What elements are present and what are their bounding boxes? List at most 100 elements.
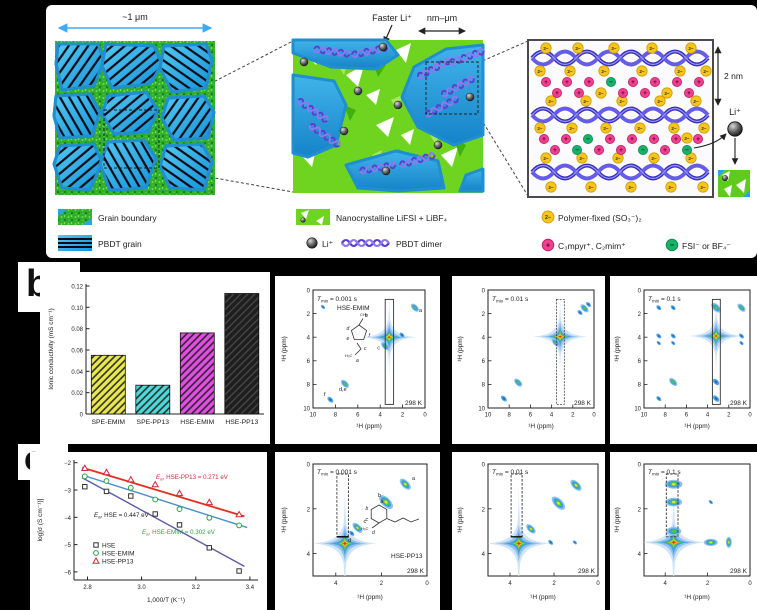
nmr-ylabel: ¹H (ppm) xyxy=(281,336,288,362)
svg-text:4: 4 xyxy=(638,336,642,342)
svg-text:4: 4 xyxy=(638,552,642,558)
svg-text:2: 2 xyxy=(727,413,731,419)
svg-text:4: 4 xyxy=(482,552,486,558)
nmr-ylabel: ¹H (ppm) xyxy=(457,507,464,533)
bar-cat-2: SPE-PP13 xyxy=(137,419,170,426)
svg-text:b: b xyxy=(378,493,381,499)
bar-spe-emim xyxy=(90,354,126,415)
svg-text:6: 6 xyxy=(638,359,642,365)
panel-b-bar-chart: 0 0.02 0.04 0.06 0.08 0.10 0.12 SPE-EMIM… xyxy=(40,272,270,444)
integration-box xyxy=(510,473,523,538)
mixing-time-label: Tmix = 0.1 s xyxy=(648,296,681,304)
svg-text:c: c xyxy=(364,519,367,525)
svg-text:2: 2 xyxy=(307,507,311,513)
pbdt-grain-swatch xyxy=(58,235,92,251)
grain-boundary-swatch xyxy=(58,209,92,225)
legend-polymer-fixed: Polymer-fixed (SO₃⁻)₂ xyxy=(558,213,642,223)
svg-text:3.4: 3.4 xyxy=(246,585,255,591)
svg-text:4: 4 xyxy=(307,552,311,558)
nmr-xlabel: ¹H (ppm) xyxy=(684,423,710,430)
svg-text:c: c xyxy=(377,346,380,352)
integration-box xyxy=(711,298,721,405)
svg-text:a: a xyxy=(381,499,384,505)
svg-text:10: 10 xyxy=(485,413,492,419)
svg-text:4: 4 xyxy=(664,581,668,587)
temperature-label: 298 K xyxy=(407,568,425,575)
panel-c-nmr-2: 4 2 0 0 2 4 ¹H (ppm) ¹H (ppm) Tmix = 0.0… xyxy=(452,452,605,610)
svg-text:−5: −5 xyxy=(64,543,72,549)
svg-text:4: 4 xyxy=(706,413,710,419)
svg-text:10: 10 xyxy=(303,407,310,413)
li-sphere-large xyxy=(727,121,743,137)
ea-pp13-annotation: Ea, HSE-PP13 = 0.271 eV xyxy=(156,474,229,482)
svg-text:c: c xyxy=(364,346,367,352)
panel-b-nmr-1: 10 8 6 4 2 0 0 2 4 6 8 10 ¹H (ppm) ¹H (p… xyxy=(275,276,440,444)
svg-text:2: 2 xyxy=(638,507,642,513)
legend-cation-icon xyxy=(541,238,555,252)
emim-molecule: b d e f c a CH₃ H₃C xyxy=(345,312,371,364)
svg-text:a: a xyxy=(356,358,359,364)
mixing-time-label: Tmix = 0.001 s xyxy=(317,469,358,477)
svg-text:−6: −6 xyxy=(64,570,72,576)
temperature-label: 298 K xyxy=(730,400,748,407)
mixing-time-label: Tmix = 0.01 s xyxy=(492,296,529,304)
ea-hse-annotation: Ea, HSE = 0.447 eV xyxy=(94,512,150,520)
bar-cat-1: SPE-EMIM xyxy=(91,419,125,426)
li-plus-label: Li⁺ xyxy=(729,107,741,117)
nmr-ylabel: ¹H (ppm) xyxy=(281,507,288,533)
panel-b-nmr-2: 10 8 6 4 2 0 0 2 4 6 8 10 ¹H (ppm) ¹H (p… xyxy=(452,276,605,444)
svg-text:0: 0 xyxy=(748,413,752,419)
panel-a-schematic: ~1 μm Faster Li⁺ nm–μm xyxy=(46,5,757,258)
svg-text:6: 6 xyxy=(685,413,689,419)
mixing-time-label: Tmix = 0.1 s xyxy=(648,469,681,477)
nmr-xlabel: ¹H (ppm) xyxy=(528,423,554,430)
arrhenius-legend: HSE HSE-EMIM HSE-PP13 xyxy=(92,542,135,566)
svg-text:0.08: 0.08 xyxy=(71,327,83,333)
nmr-ylabel: ¹H (ppm) xyxy=(614,507,621,533)
svg-text:0: 0 xyxy=(592,413,596,419)
svg-text:10: 10 xyxy=(641,413,648,419)
svg-text:0: 0 xyxy=(425,581,429,587)
svg-text:0: 0 xyxy=(423,413,427,419)
legend-so3-icon xyxy=(541,210,555,224)
svg-text:4: 4 xyxy=(334,581,338,587)
svg-text:c: c xyxy=(366,517,369,523)
svg-text:8: 8 xyxy=(334,413,338,419)
legend-helix-icon xyxy=(340,238,391,248)
temperature-label: 298 K xyxy=(578,568,596,575)
legend-li: Li⁺ xyxy=(322,239,333,249)
schematic-micron-grains xyxy=(52,41,216,195)
svg-text:f: f xyxy=(369,333,371,339)
svg-text:0.06: 0.06 xyxy=(71,349,83,355)
svg-text:2: 2 xyxy=(706,581,710,587)
peak-labels: a c d,e f xyxy=(324,308,423,398)
svg-text:b: b xyxy=(366,506,369,512)
svg-text:0: 0 xyxy=(638,463,642,469)
bar-hse-emim xyxy=(179,332,215,415)
scale-label-1um: ~1 μm xyxy=(122,12,147,22)
scale-label-2nm: 2 nm xyxy=(724,71,743,81)
svg-text:8: 8 xyxy=(638,383,642,389)
svg-text:8: 8 xyxy=(508,413,512,419)
svg-text:6: 6 xyxy=(356,413,360,419)
svg-text:8: 8 xyxy=(664,413,668,419)
legend-pbdt-grain: PBDT grain xyxy=(98,239,142,249)
svg-text:2: 2 xyxy=(571,413,575,419)
svg-text:0: 0 xyxy=(307,463,311,469)
arrhenius-ylabel: log[σ (S cm⁻¹)] xyxy=(37,498,44,541)
svg-text:10: 10 xyxy=(634,407,641,413)
svg-text:4: 4 xyxy=(508,581,512,587)
svg-text:2: 2 xyxy=(482,312,486,318)
integration-box xyxy=(665,473,679,538)
svg-text:6: 6 xyxy=(482,359,486,365)
svg-text:CH₃: CH₃ xyxy=(360,312,368,317)
zoom-box-2 xyxy=(425,61,479,115)
svg-text:2: 2 xyxy=(482,507,486,513)
bar-cat-3: HSE-EMIM xyxy=(180,419,214,426)
panel-c-arrhenius: Ea, HSE-PP13 = 0.271 eV Ea, HSE = 0.447 … xyxy=(30,452,267,610)
nmr-xlabel: ¹H (ppm) xyxy=(356,423,382,430)
sample-label: HSE-PP13 xyxy=(391,553,423,560)
svg-text:−2: −2 xyxy=(64,461,72,467)
bars xyxy=(90,293,260,415)
